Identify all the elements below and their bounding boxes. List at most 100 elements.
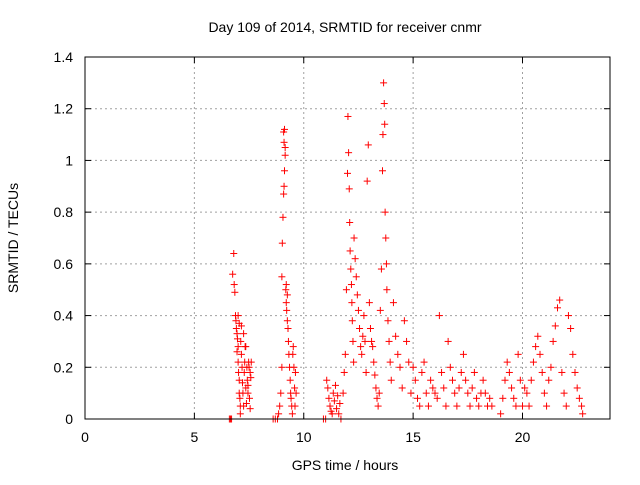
data-point: [345, 185, 353, 193]
data-point: [230, 250, 238, 258]
y-tick-label: 1: [65, 152, 73, 168]
data-point: [510, 394, 518, 402]
data-point: [554, 304, 561, 312]
data-point: [481, 389, 489, 397]
data-point: [354, 306, 362, 314]
data-point: [389, 299, 397, 307]
data-point: [560, 389, 568, 397]
data-point: [291, 402, 299, 410]
data-point: [392, 332, 400, 340]
data-point: [349, 337, 357, 345]
chart-title: Day 109 of 2014, SRMTID for receiver cnm…: [208, 19, 481, 35]
data-point: [414, 394, 421, 402]
x-tick-label: 20: [515, 429, 531, 445]
data-point: [382, 260, 390, 268]
data-point: [326, 402, 334, 410]
data-point: [562, 402, 570, 410]
data-point: [505, 368, 513, 376]
data-point: [540, 389, 548, 397]
data-point: [344, 112, 352, 120]
data-point: [497, 410, 505, 418]
data-point: [288, 410, 296, 418]
data-point: [323, 376, 331, 384]
data-point: [283, 317, 291, 325]
data-point: [422, 389, 430, 397]
data-point: [366, 325, 374, 332]
data-point: [382, 234, 390, 242]
data-point: [335, 410, 343, 418]
data-point: [334, 392, 342, 400]
data-point: [336, 399, 344, 407]
data-point: [339, 389, 347, 397]
data-point: [233, 348, 241, 356]
data-point: [342, 286, 350, 294]
data-point: [440, 384, 448, 392]
data-point: [579, 410, 587, 418]
data-point: [351, 255, 359, 263]
data-point: [281, 151, 289, 159]
data-point: [409, 363, 417, 371]
data-point: [420, 358, 428, 366]
data-point: [405, 358, 413, 366]
data-point: [290, 363, 298, 371]
data-point: [379, 167, 386, 175]
data-point: [287, 394, 295, 402]
data-point: [386, 358, 394, 366]
data-point: [375, 389, 383, 397]
data-point: [381, 208, 389, 216]
y-axis-label: SRMTID / TECUs: [5, 183, 21, 293]
data-point: [291, 384, 299, 392]
data-point: [446, 363, 454, 371]
data-point: [435, 312, 443, 320]
data-point: [358, 350, 366, 358]
y-tick-label: 1.4: [54, 49, 74, 65]
data-point: [278, 239, 286, 247]
data-point: [286, 376, 294, 384]
data-point: [369, 343, 377, 351]
data-point: [427, 376, 435, 384]
data-point: [281, 167, 288, 175]
data-point: [442, 402, 450, 410]
data-point: [418, 368, 426, 376]
data-point: [346, 218, 354, 226]
data-point: [545, 376, 553, 384]
y-tick-label: 0.2: [54, 359, 74, 375]
data-point: [237, 322, 245, 330]
data-point: [278, 273, 286, 281]
data-point: [281, 144, 289, 151]
data-point: [240, 330, 248, 338]
data-point: [429, 384, 437, 392]
data-point: [462, 376, 470, 384]
data-point: [569, 350, 577, 358]
data-point: [464, 389, 472, 397]
data-point: [284, 325, 292, 332]
data-point: [385, 337, 393, 345]
data-point: [280, 138, 288, 146]
data-point: [347, 281, 355, 289]
data-point: [407, 389, 415, 397]
data-point: [340, 368, 348, 376]
data-point: [350, 234, 358, 242]
data-point: [280, 190, 288, 198]
plot-frame: [84, 56, 611, 420]
data-point: [279, 213, 287, 221]
data-point: [234, 312, 242, 320]
data-point: [231, 288, 239, 296]
data-point: [361, 337, 369, 345]
data-point: [488, 402, 496, 410]
data-point: [556, 296, 564, 304]
data-point: [424, 402, 432, 410]
data-point: [573, 384, 581, 392]
data-point: [521, 384, 529, 392]
data-point: [380, 100, 388, 108]
data-point: [503, 358, 511, 366]
data-point: [444, 337, 452, 345]
data-point: [523, 389, 531, 397]
data-point: [348, 299, 356, 307]
data-point: [416, 402, 424, 410]
data-point: [239, 379, 246, 387]
data-point: [438, 368, 446, 376]
data-point: [473, 394, 481, 402]
data-point: [512, 402, 520, 410]
y-tick-label: 0.6: [54, 256, 74, 272]
